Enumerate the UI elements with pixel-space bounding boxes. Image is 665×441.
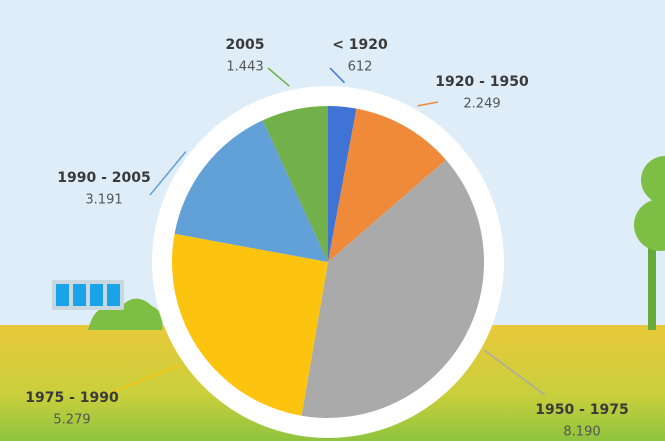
chart: < 1920 612 1920 - 1950 2.249 1950 - 1975 8.19… [0,0,665,441]
slice-label: 1920 - 1950 [435,74,529,90]
slice-value: 2.249 [463,97,500,112]
slice-value: 1.443 [226,60,263,75]
slice-value: 8.190 [563,425,600,440]
slice-value: 612 [348,60,373,75]
slice-value: 5.279 [53,413,90,428]
slice-label: 1950 - 1975 [535,402,629,418]
slice-label: 1975 - 1990 [25,390,119,406]
slice-value: 3.191 [85,193,122,208]
slice-label: 2005 [226,37,265,53]
battery-icon [52,280,124,310]
slice-label: 1990 - 2005 [57,170,151,186]
slice-label: < 1920 [332,37,388,53]
